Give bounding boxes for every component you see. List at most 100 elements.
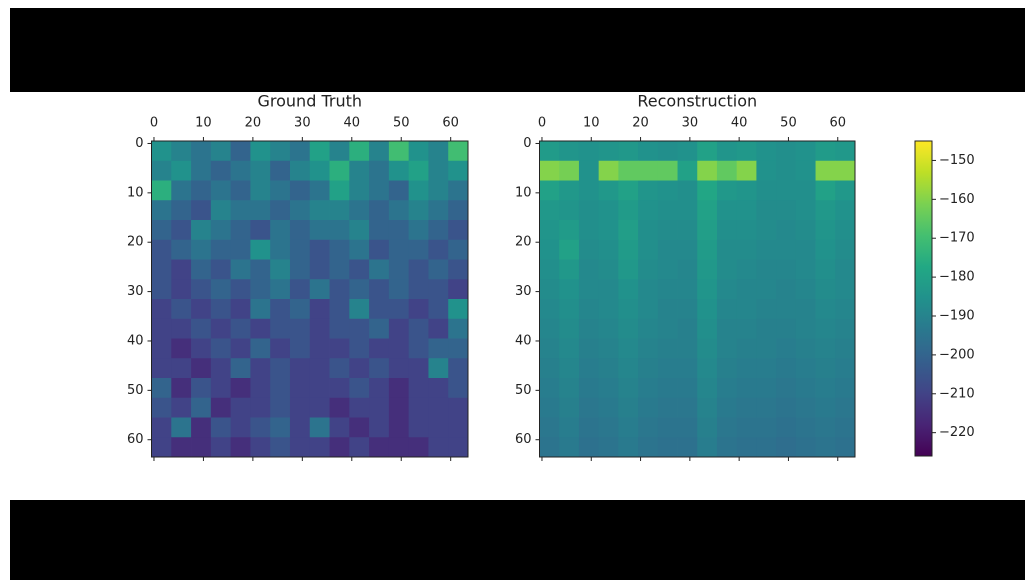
heatmap-cell (289, 220, 311, 241)
heatmap-cell (638, 318, 659, 339)
heatmap-cell (657, 318, 678, 339)
heatmap-cell (815, 417, 836, 438)
heatmap-cell (756, 437, 777, 458)
heatmap-cell (329, 141, 350, 162)
heatmap-cell (171, 338, 192, 359)
heatmap-cell (210, 180, 232, 201)
heatmap-cell (795, 338, 816, 359)
heatmap-cell (151, 239, 172, 260)
heatmap-cell (835, 160, 856, 181)
heatmap-cell (171, 220, 192, 241)
heatmap-cell (230, 220, 251, 241)
heatmap-cell (795, 160, 816, 181)
heatmap-cell (559, 141, 580, 162)
heatmap-cell (349, 437, 370, 458)
heatmap-cell (329, 378, 350, 399)
heatmap-cell (716, 141, 738, 162)
heatmap-cell (210, 358, 232, 379)
heatmap-cell (638, 437, 659, 458)
heatmap-cell (657, 358, 678, 379)
heatmap-cell (250, 180, 271, 201)
colorbar-tick-label: −180 (939, 270, 975, 285)
heatmap-cell (270, 259, 291, 280)
heatmap-cell (776, 338, 797, 359)
heatmap-cell (329, 259, 350, 280)
heatmap-cell (369, 417, 390, 438)
heatmap-cell (250, 358, 271, 379)
heatmap-cell (210, 160, 232, 181)
heatmap-cell (815, 279, 836, 300)
heatmap-cell (210, 279, 232, 300)
heatmap-cell (776, 397, 797, 418)
heatmap-cell (677, 417, 698, 438)
heatmap-cell (408, 417, 429, 438)
chart-title: Reconstruction (637, 92, 757, 111)
heatmap-cell (539, 318, 560, 339)
heatmap-cell (428, 338, 449, 359)
heatmap-cell (388, 279, 410, 300)
heatmap-cell (448, 160, 469, 181)
heatmap-cell (815, 378, 836, 399)
heatmap-cell (756, 338, 777, 359)
heatmap-cell (230, 299, 251, 320)
heatmap-cell (716, 200, 738, 221)
heatmap-cell (578, 397, 600, 418)
heatmap-cell (388, 259, 410, 280)
heatmap-cell (657, 220, 678, 241)
heatmap-cell (349, 378, 370, 399)
heatmap-cell (795, 437, 816, 458)
heatmap-cell (697, 141, 718, 162)
heatmap-cell (349, 299, 370, 320)
colorbar-tick-label: −210 (939, 386, 975, 401)
heatmap-cell (736, 397, 757, 418)
heatmap-cell (598, 141, 619, 162)
heatmap-cell (756, 200, 777, 221)
heatmap-cell (559, 378, 580, 399)
heatmap-cell (408, 437, 429, 458)
heatmap-cell (598, 259, 619, 280)
heatmap-cell (270, 417, 291, 438)
heatmap-cell (448, 220, 469, 241)
heatmap-cell (657, 259, 678, 280)
heatmap-cell (191, 378, 212, 399)
heatmap-cell (657, 299, 678, 320)
heatmap-cell (697, 259, 718, 280)
heatmap-cell (835, 180, 856, 201)
heatmap-cell (618, 378, 639, 399)
heatmap-cell (289, 338, 311, 359)
heatmap-cell (815, 200, 836, 221)
heatmap-cell (736, 417, 757, 438)
heatmap-cell (428, 220, 449, 241)
heatmap-cell (539, 299, 560, 320)
x-tick-label: 0 (150, 116, 158, 131)
heatmap-cell (329, 417, 350, 438)
colorbar-tick-label: −170 (939, 231, 975, 246)
heatmap-cell (638, 160, 659, 181)
heatmap-cell (559, 200, 580, 221)
heatmap-cell (289, 437, 311, 458)
heatmap-cell (559, 220, 580, 241)
colorbar-tick-label: −190 (939, 309, 975, 324)
letterbox-top (10, 8, 1025, 92)
heatmap-cell (448, 437, 469, 458)
heatmap-cell (795, 220, 816, 241)
plot-frame (151, 140, 469, 458)
heatmap-cell (756, 220, 777, 241)
heatmap-cell (408, 141, 429, 162)
heatmap-cell (618, 437, 639, 458)
heatmap-cell (191, 239, 212, 260)
heatmap-cell (349, 160, 370, 181)
heatmap-cell (210, 378, 232, 399)
chart-title: Ground Truth (258, 92, 363, 111)
heatmap-cell (151, 318, 172, 339)
heatmap-cell (697, 437, 718, 458)
heatmap-cell (578, 417, 600, 438)
heatmap-cell (448, 239, 469, 260)
heatmap-cell (428, 239, 449, 260)
heatmap-cell (151, 437, 172, 458)
heatmap-cell (210, 220, 232, 241)
heatmap-cell (716, 220, 738, 241)
y-tick-label: 10 (127, 185, 144, 200)
heatmap-cell (230, 417, 251, 438)
heatmap-cell (598, 378, 619, 399)
